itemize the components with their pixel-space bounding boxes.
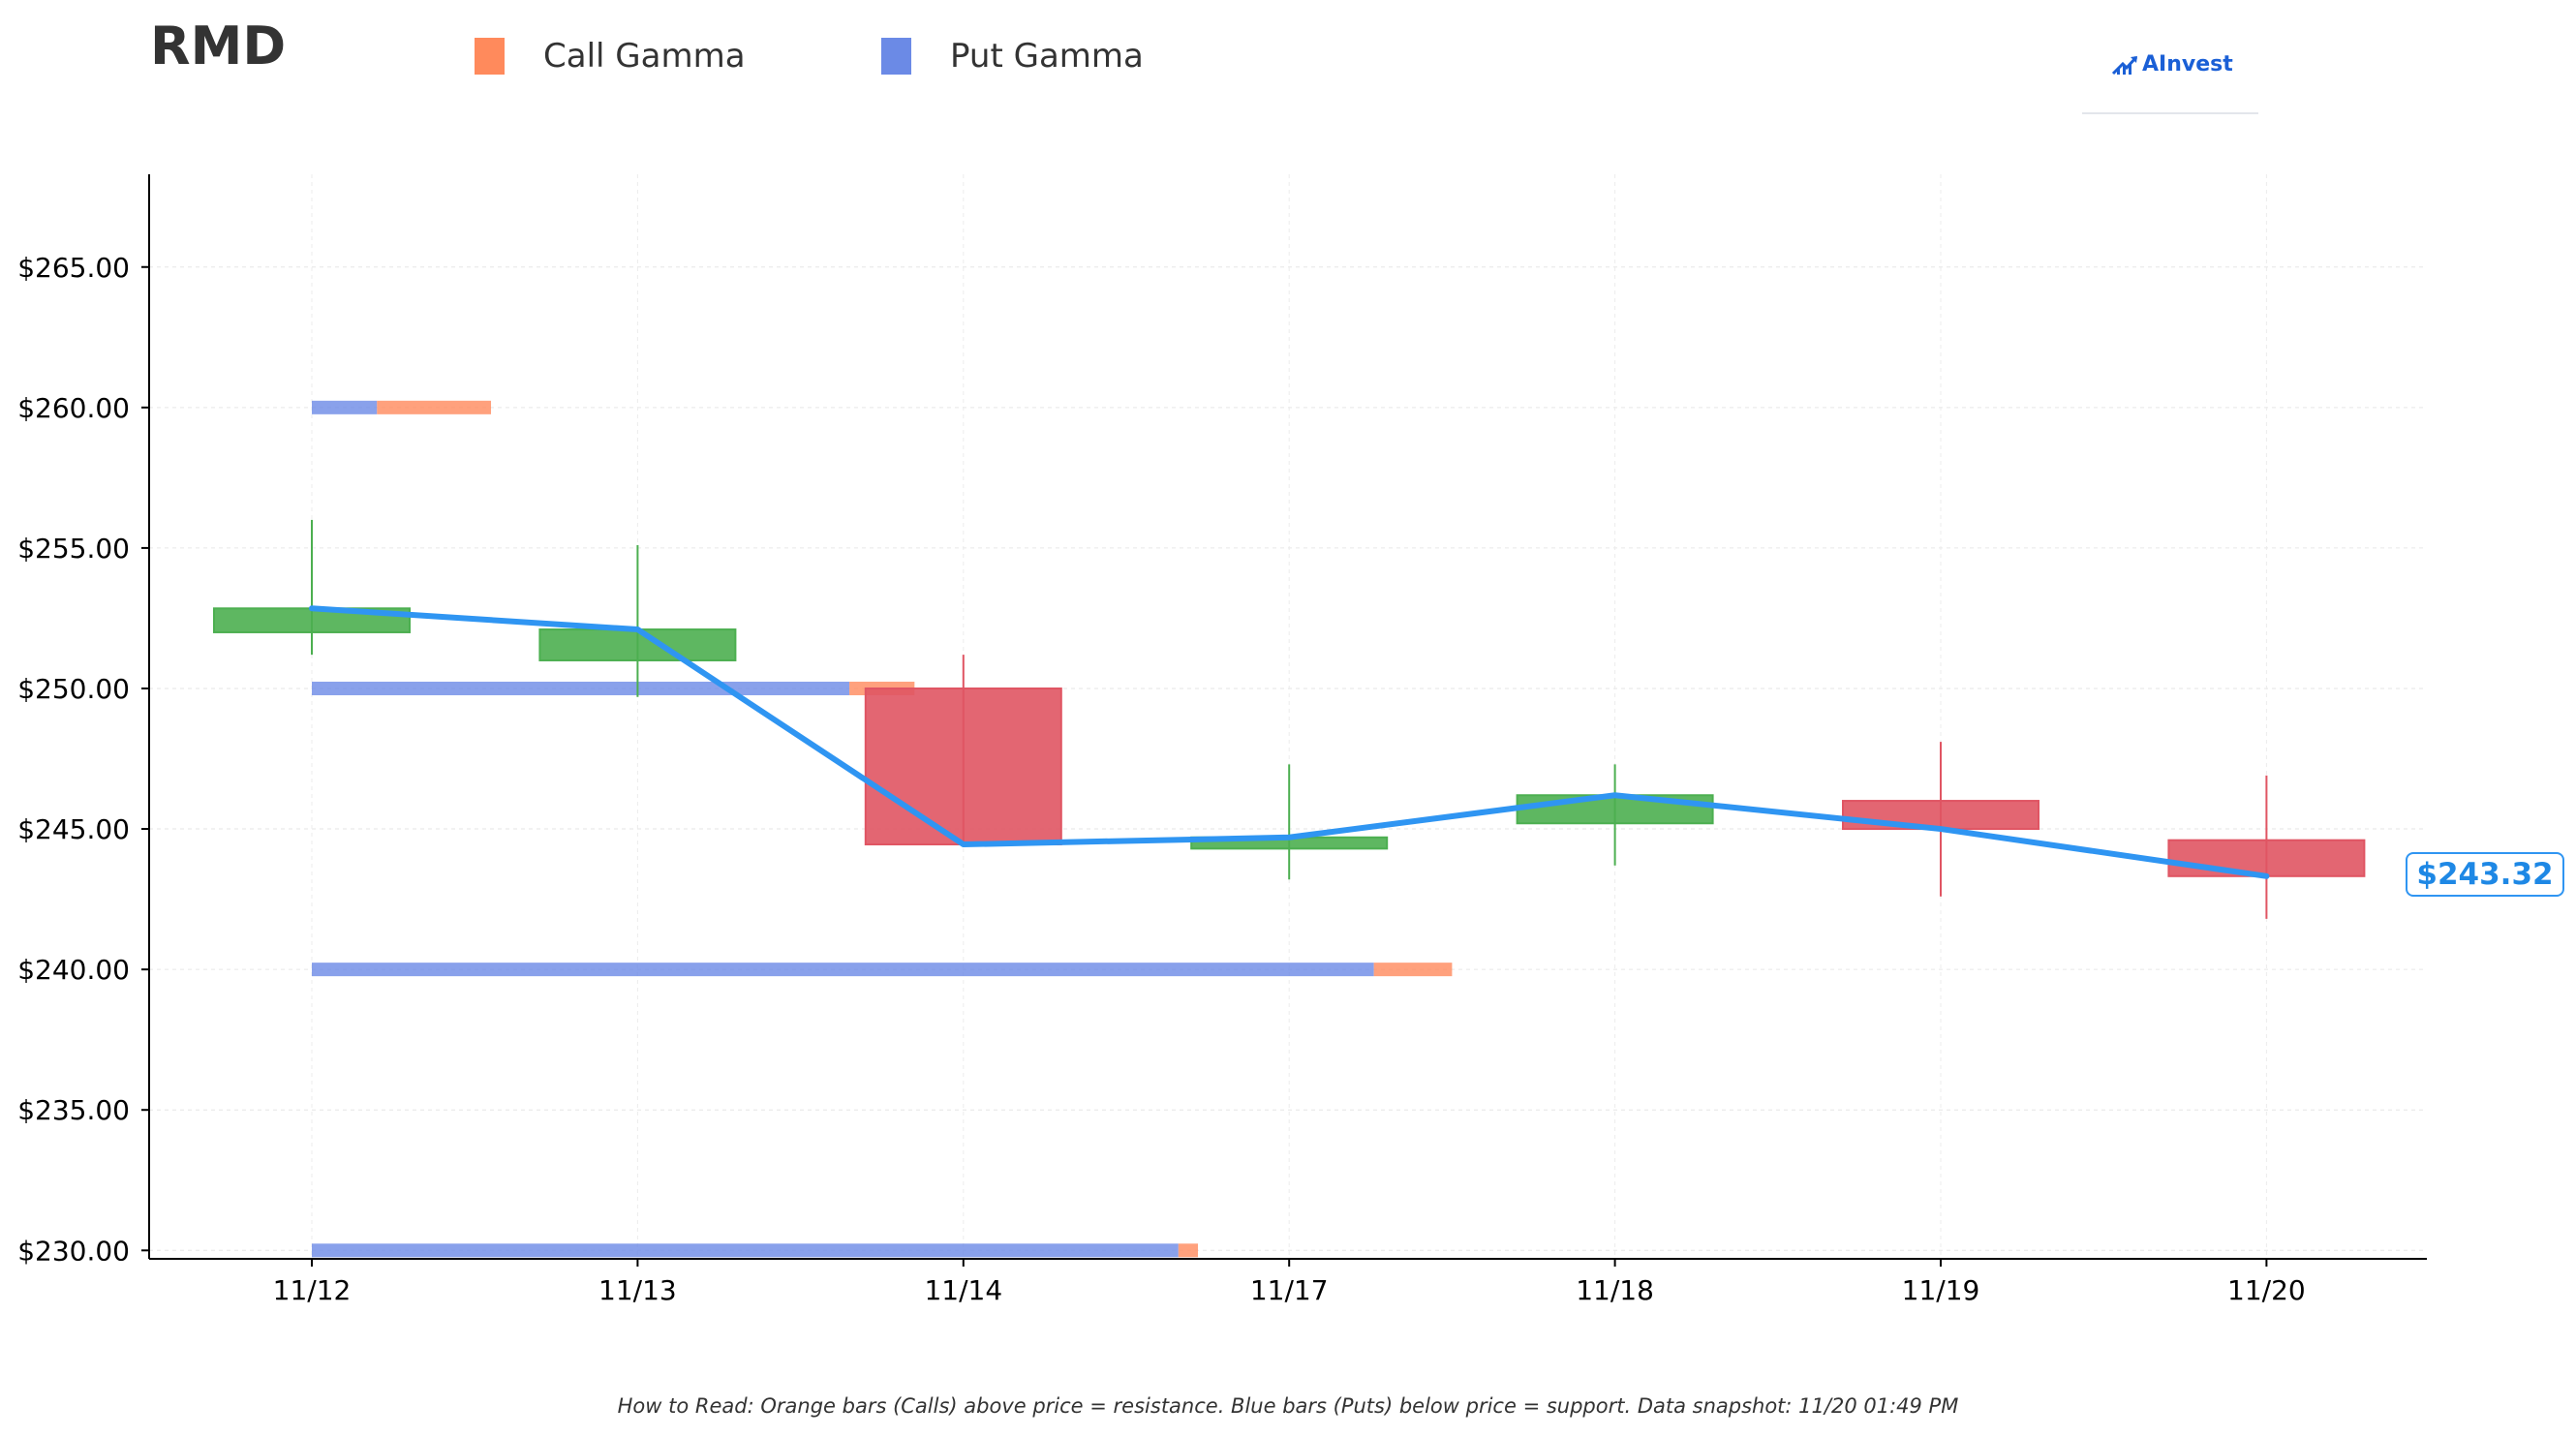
candles [213, 519, 2366, 919]
y-tick-label: $260.00 [17, 392, 130, 424]
legend-call-swatch [475, 38, 505, 75]
put-gamma-bar [312, 1243, 1179, 1258]
grid-lines [149, 174, 2427, 1259]
x-tick-label: 11/18 [1576, 1274, 1654, 1306]
how-to-read-note: How to Read: Orange bars (Calls) above p… [617, 1394, 1959, 1418]
call-gamma-bar [1178, 1243, 1199, 1258]
brand-logo[interactable]: AInvest [2082, 48, 2258, 114]
legend-call-label: Call Gamma [543, 37, 746, 76]
put-gamma-bar [312, 681, 850, 695]
y-tick-label: $235.00 [17, 1094, 130, 1126]
close-price-line-group [309, 605, 2270, 879]
candle-body [538, 628, 737, 661]
y-tick-label: $250.00 [17, 673, 130, 705]
y-tick-labels: $230.00 $235.00 $240.00 $245.00 $250.00 $255.… [17, 252, 130, 1268]
close-price-line [309, 605, 2270, 879]
legend-call-gamma: Call Gamma [475, 37, 746, 76]
last-price-label: $243.32 [2406, 852, 2564, 897]
x-tick-label: 11/14 [924, 1274, 1002, 1306]
y-tick-label: $240.00 [17, 954, 130, 986]
x-tick-labels: 11/12 11/13 11/14 11/17 11/18 11/19 11/20 [273, 1274, 2306, 1306]
legend-put-swatch [881, 38, 911, 75]
y-tick-label: $230.00 [17, 1235, 130, 1267]
put-gamma-bar [312, 400, 378, 414]
brand-name: AInvest [2142, 52, 2233, 76]
x-tick-label: 11/13 [598, 1274, 677, 1306]
x-tick-label: 11/12 [273, 1274, 352, 1306]
candle-body [864, 687, 1062, 846]
call-gamma-bar [1373, 963, 1453, 977]
ticker-title: RMD [150, 15, 287, 76]
x-tick-label: 11/20 [2227, 1274, 2306, 1306]
gamma-bars [312, 400, 1453, 1258]
call-gamma-bar [377, 400, 492, 414]
x-tick-label: 11/17 [1250, 1274, 1329, 1306]
y-tick-label: $265.00 [17, 252, 130, 284]
y-tick-label: $245.00 [17, 813, 130, 845]
legend-put-gamma: Put Gamma [881, 37, 1144, 76]
axes [141, 174, 2427, 1267]
candle-body [2167, 839, 2366, 877]
y-tick-label: $255.00 [17, 533, 130, 565]
x-tick-label: 11/19 [1902, 1274, 1980, 1306]
legend-put-label: Put Gamma [950, 37, 1144, 76]
put-gamma-bar [312, 963, 1374, 977]
chart-arrow-icon [2111, 55, 2138, 75]
